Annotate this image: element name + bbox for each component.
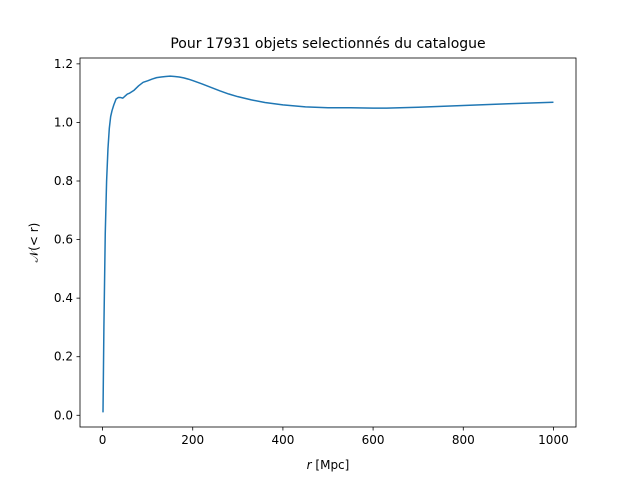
- y-tick-label: 1.0: [54, 115, 73, 129]
- x-tick-label: 0: [99, 433, 107, 447]
- y-tick-label: 1.2: [54, 57, 73, 71]
- y-tick-label: 0.0: [54, 408, 73, 422]
- x-tick-label: 800: [452, 433, 475, 447]
- x-axis-variable: r: [307, 458, 313, 472]
- y-tick-label: 0.8: [54, 174, 73, 188]
- y-axis-title: 𝒩(< r): [27, 223, 41, 263]
- x-tick-label: 600: [362, 433, 385, 447]
- chart-title: Pour 17931 objets selectionnés du catalo…: [170, 36, 485, 52]
- x-tick-label: 1000: [538, 433, 569, 447]
- y-axis-ticks: 0.0 0.2 0.4 0.6 0.8 1.0 1.2: [54, 57, 80, 422]
- y-tick-label: 0.4: [54, 291, 73, 305]
- y-tick-label: 0.6: [54, 233, 73, 247]
- x-tick-label: 400: [271, 433, 294, 447]
- x-tick-label: 200: [181, 433, 204, 447]
- x-axis-ticks: 0 200 400 600 800 1000: [99, 427, 569, 447]
- series-line-0: [102, 75, 554, 413]
- y-tick-label: 0.2: [54, 350, 73, 364]
- x-axis-unit: [Mpc]: [312, 458, 350, 472]
- series-layer: [102, 75, 554, 413]
- x-axis-title: r [Mpc]: [307, 458, 350, 472]
- axes-frame: [79, 57, 577, 428]
